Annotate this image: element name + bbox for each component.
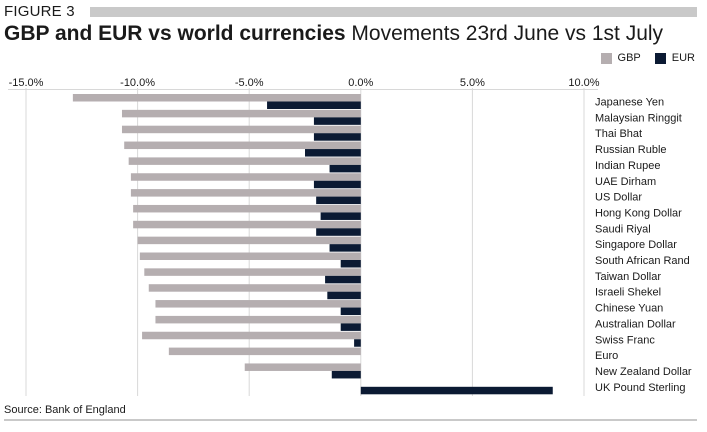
x-tick-label: -5.0% <box>235 77 264 89</box>
category-label: Hong Kong Dollar <box>595 207 682 219</box>
category-label: US Dollar <box>595 192 642 204</box>
bar-gbp <box>133 204 361 213</box>
bar-eur <box>316 196 361 205</box>
bar-gbp <box>124 141 361 150</box>
title-main: GBP and EUR vs world currencies <box>4 22 346 45</box>
bar-gbp <box>139 252 361 260</box>
bar-gbp <box>155 300 361 308</box>
bar-eur <box>316 228 361 236</box>
bar-eur <box>340 307 361 316</box>
header-bar <box>90 7 697 17</box>
bottom-rule <box>4 419 697 421</box>
bar-gbp <box>148 284 361 292</box>
legend-swatch-gbp <box>600 52 612 64</box>
bar-gbp <box>137 236 361 245</box>
bar-eur <box>340 323 361 331</box>
bar-gbp <box>128 157 361 165</box>
category-label: Euro <box>595 350 618 362</box>
bar-gbp <box>72 94 361 102</box>
bar-chart: -15.0% -10.0% -5.0% 0.0% 5.0% 10.0% Japanese Y… <box>8 77 692 396</box>
bar-eur <box>305 149 361 157</box>
category-label: Australian Dollar <box>595 318 676 330</box>
x-tick-label: 10.0% <box>568 77 599 89</box>
bar-eur <box>327 291 361 300</box>
bar-gbp <box>168 347 361 356</box>
bar-eur <box>331 370 361 379</box>
legend: GBP EUR <box>600 52 695 64</box>
chart-title: GBP and EUR vs world currencies Movement… <box>4 21 663 47</box>
category-label: Swiss Franc <box>595 334 655 346</box>
bar-gbp <box>155 315 361 324</box>
bar-gbp <box>130 173 361 181</box>
bar-gbp <box>244 363 361 371</box>
bar-eur <box>325 275 361 284</box>
bar-gbp <box>130 189 361 197</box>
category-label: UK Pound Sterling <box>595 382 686 394</box>
bar-gbp <box>142 331 361 340</box>
category-label: South African Rand <box>595 255 690 267</box>
category-label: Singapore Dollar <box>595 239 677 251</box>
category-label: Indian Rupee <box>595 160 660 172</box>
figure-label: FIGURE 3 <box>4 3 75 20</box>
bar-eur <box>354 339 361 347</box>
category-label: UAE Dirham <box>595 176 656 188</box>
category-label: New Zealand Dollar <box>595 366 692 378</box>
category-label: Taiwan Dollar <box>595 271 661 283</box>
bar-eur <box>313 133 361 141</box>
bar-eur <box>313 180 361 189</box>
source-note: Source: Bank of England <box>4 404 126 416</box>
bar-eur <box>340 260 361 268</box>
bar-eur <box>329 244 361 252</box>
x-tick-label: -15.0% <box>9 77 44 89</box>
category-label: Japanese Yen <box>595 97 664 109</box>
category-label: Israeli Shekel <box>595 287 661 299</box>
category-label: Russian Ruble <box>595 144 667 156</box>
legend-label-eur: EUR <box>671 52 695 64</box>
bar-gbp <box>144 268 361 276</box>
title-subtitle: Movements 23rd June vs 1st July <box>351 22 664 45</box>
bar-eur <box>360 386 553 395</box>
category-label: Thai Bhat <box>595 128 642 140</box>
category-label: Chinese Yuan <box>595 303 663 315</box>
bar-gbp <box>121 125 361 134</box>
bar-eur <box>313 117 361 125</box>
bar-eur <box>329 164 361 173</box>
bar-gbp <box>133 220 361 229</box>
bar-gbp <box>121 109 361 118</box>
x-tick-label: -10.0% <box>120 77 155 89</box>
x-tick-label: 5.0% <box>460 77 485 89</box>
legend-swatch-eur <box>654 52 666 64</box>
x-tick-label: 0.0% <box>348 77 373 89</box>
category-label: Malaysian Ringgit <box>595 112 682 124</box>
category-label: Saudi Riyal <box>595 223 651 235</box>
bar-eur <box>267 101 361 109</box>
bar-eur <box>320 212 361 220</box>
legend-label-gbp: GBP <box>617 52 641 64</box>
